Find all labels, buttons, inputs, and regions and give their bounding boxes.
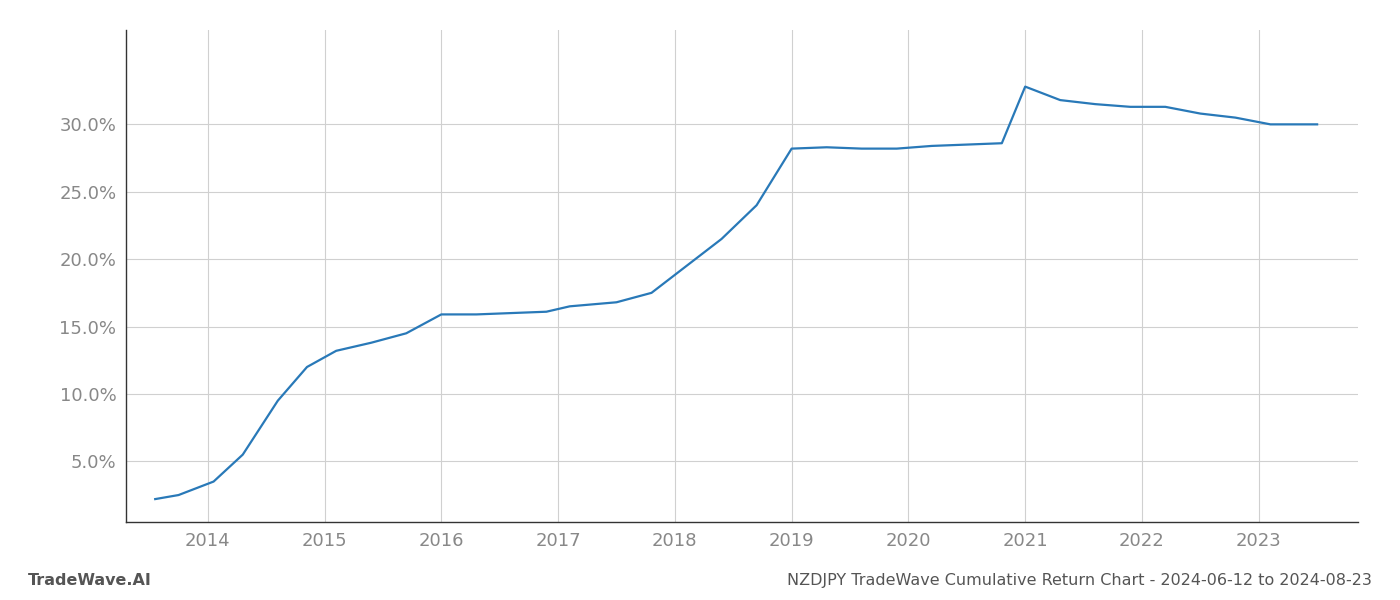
Text: NZDJPY TradeWave Cumulative Return Chart - 2024-06-12 to 2024-08-23: NZDJPY TradeWave Cumulative Return Chart… (787, 573, 1372, 588)
Text: TradeWave.AI: TradeWave.AI (28, 573, 151, 588)
